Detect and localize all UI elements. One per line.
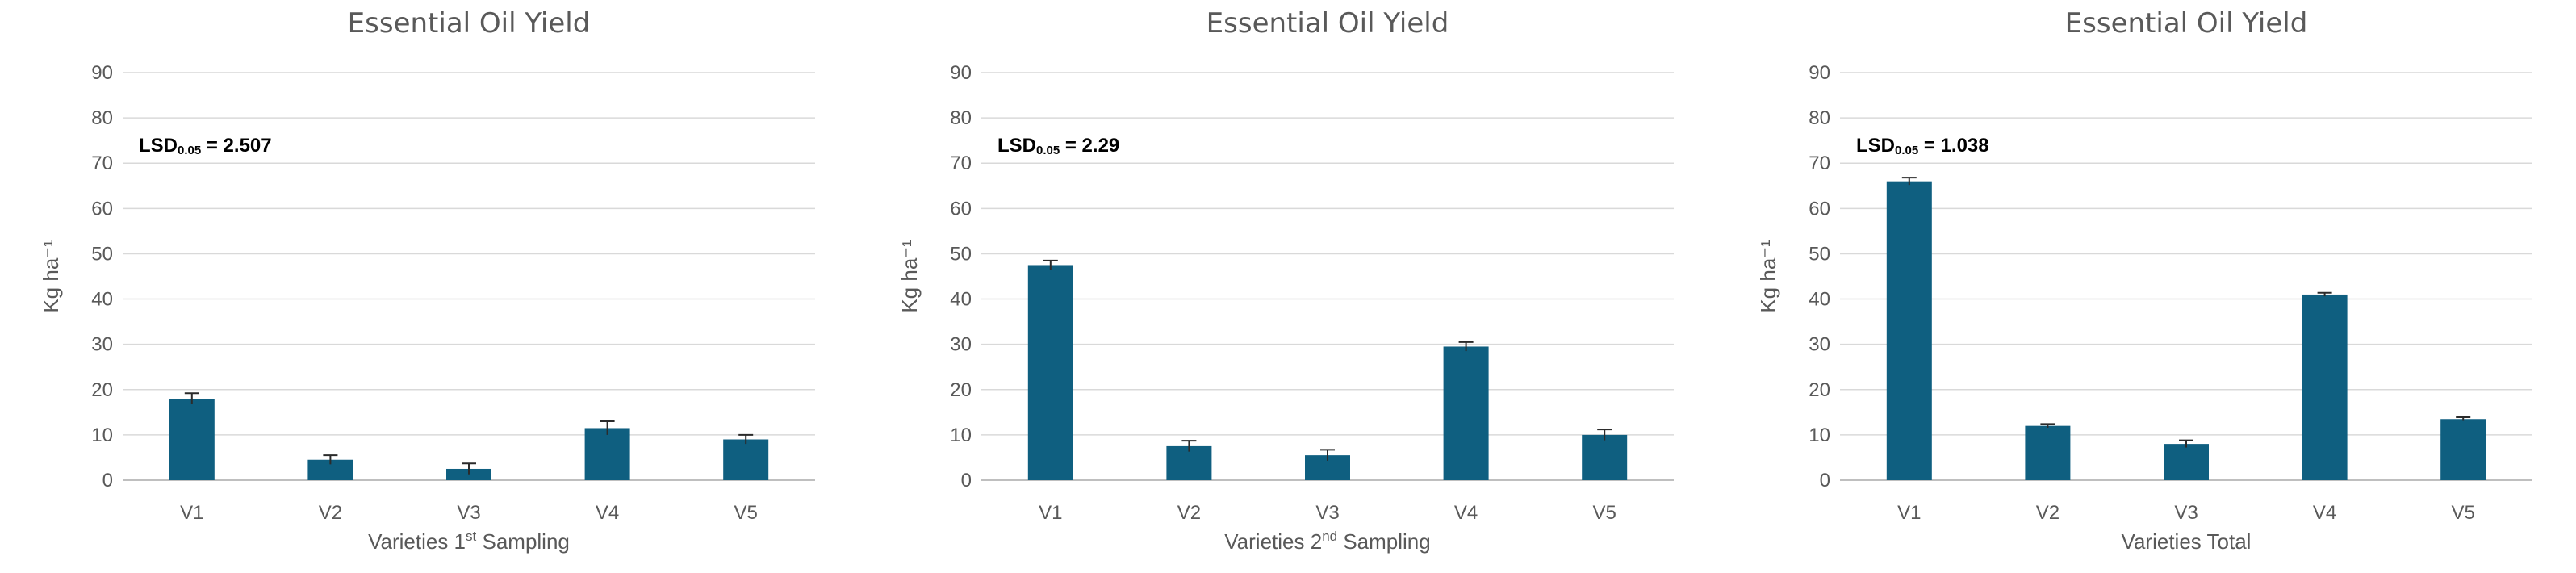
x-tick-label: V5	[2452, 502, 2475, 524]
lsd-annotation: LSD0.05 = 2.507	[139, 135, 272, 157]
y-tick-label: 80	[91, 107, 113, 129]
y-tick-label: 20	[950, 379, 972, 401]
y-tick-label: 10	[950, 425, 972, 446]
y-tick-label: 40	[950, 289, 972, 311]
x-axis-label: Varieties 1st Sampling	[368, 529, 570, 554]
chart-svg: Essential Oil Yield 0 10 20 30 40 50 60 70 80 90 Kg…	[39, 7, 815, 554]
y-tick-label: 50	[1809, 243, 1830, 265]
y-axis-label: Kg ha⁻¹	[897, 240, 922, 313]
y-tick-label: 50	[950, 243, 972, 265]
y-tick-label: 0	[961, 470, 972, 491]
y-tick-label: 70	[91, 153, 113, 174]
bar-V5	[723, 439, 769, 480]
bar-V5	[2440, 419, 2486, 480]
y-axis-label: Kg ha⁻¹	[39, 240, 63, 313]
lsd-annotation: LSD0.05 = 2.29	[997, 135, 1119, 157]
y-tick-label: 80	[1809, 107, 1830, 129]
x-tick-label: V5	[734, 502, 758, 524]
y-tick-label: 50	[91, 243, 113, 265]
bar-V1	[1027, 265, 1073, 480]
x-tick-label: V5	[1593, 502, 1616, 524]
x-axis-label: Varieties Total	[2122, 529, 2252, 554]
chart-title: Essential Oil Yield	[348, 7, 591, 40]
y-tick-label: 70	[1809, 153, 1830, 174]
chart-panel-total: Essential Oil Yield 0 10 20 30 40 50 60 70 80 90 Kg…	[1717, 0, 2576, 573]
y-tick-label: 0	[1820, 470, 1830, 491]
x-tick-label: V2	[319, 502, 342, 524]
y-tick-label: 90	[950, 62, 972, 84]
y-tick-label: 0	[102, 470, 113, 491]
bar-V4	[1443, 346, 1489, 480]
y-tick-label: 90	[1809, 62, 1830, 84]
y-tick-label: 40	[1809, 289, 1830, 311]
x-tick-label: V3	[2174, 502, 2198, 524]
y-tick-label: 20	[91, 379, 113, 401]
x-tick-label: V3	[457, 502, 480, 524]
bar-V4	[584, 428, 630, 480]
chart-panel-1st-sampling: Essential Oil Yield 0 10 20 30 40 50 60 70 80 90 Kg…	[0, 0, 859, 573]
x-tick-label: V4	[1454, 502, 1478, 524]
x-tick-label: V4	[596, 502, 619, 524]
bar-V3	[2164, 444, 2209, 480]
y-tick-label: 30	[91, 334, 113, 356]
x-tick-label: V4	[2313, 502, 2336, 524]
y-tick-label: 10	[1809, 425, 1830, 446]
y-tick-label: 70	[950, 153, 972, 174]
bar-V2	[2025, 425, 2071, 480]
y-tick-label: 60	[1809, 198, 1830, 220]
chart-svg: Essential Oil Yield 0 10 20 30 40 50 60 70 80 90 Kg…	[897, 7, 1674, 554]
bar-V2	[1166, 445, 1212, 480]
y-tick-label: 20	[1809, 379, 1830, 401]
chart-title: Essential Oil Yield	[1206, 7, 1449, 40]
y-axis-label: Kg ha⁻¹	[1756, 240, 1780, 313]
x-tick-label: V1	[1897, 502, 1921, 524]
chart-title: Essential Oil Yield	[2065, 7, 2308, 40]
bar-V1	[1886, 181, 1932, 480]
x-tick-label: V1	[180, 502, 203, 524]
x-tick-label: V2	[2036, 502, 2060, 524]
chart-panel-2nd-sampling: Essential Oil Yield 0 10 20 30 40 50 60 70 80 90 Kg…	[859, 0, 1717, 573]
y-tick-label: 90	[91, 62, 113, 84]
y-tick-label: 80	[950, 107, 972, 129]
y-tick-label: 30	[1809, 334, 1830, 356]
lsd-annotation: LSD0.05 = 1.038	[1856, 135, 1989, 157]
chart-svg: Essential Oil Yield 0 10 20 30 40 50 60 70 80 90 Kg…	[1756, 7, 2532, 554]
bar-V1	[169, 399, 215, 480]
bar-V4	[2302, 294, 2348, 480]
y-tick-label: 30	[950, 334, 972, 356]
x-tick-label: V2	[1177, 502, 1201, 524]
y-tick-label: 10	[91, 425, 113, 446]
y-tick-label: 40	[91, 289, 113, 311]
bar-V5	[1582, 434, 1628, 480]
y-tick-label: 60	[950, 198, 972, 220]
bar-V3	[446, 468, 491, 480]
x-tick-label: V1	[1039, 502, 1062, 524]
x-axis-label: Varieties 2nd Sampling	[1224, 529, 1430, 554]
x-tick-label: V3	[1315, 502, 1339, 524]
y-tick-label: 60	[91, 198, 113, 220]
